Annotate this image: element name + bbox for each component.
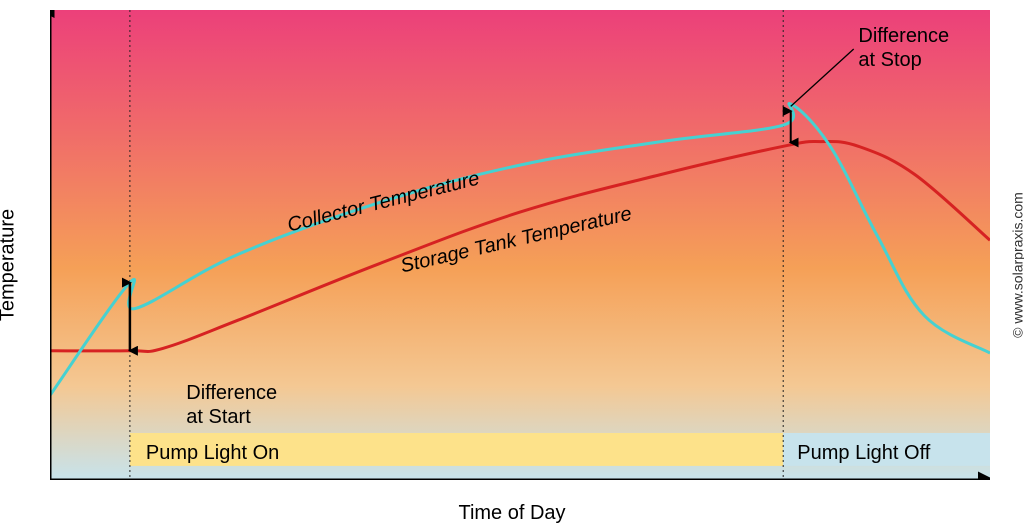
y-axis-label: Temperature bbox=[0, 208, 20, 320]
chart-container: Collector Temperature Storage Tank Tempe… bbox=[50, 10, 990, 480]
pump-on-label: Pump Light On bbox=[146, 442, 279, 465]
copyright-label: © www.solarpraxis.com bbox=[1010, 192, 1024, 338]
diff-start-l1: Difference bbox=[186, 382, 277, 404]
pump-off-label: Pump Light Off bbox=[797, 442, 930, 465]
diff-start-label: Difference at Start bbox=[186, 381, 277, 429]
diff-stop-l2: at Stop bbox=[858, 49, 921, 71]
diff-stop-l1: Difference bbox=[858, 25, 949, 47]
x-axis-label: Time of Day bbox=[458, 502, 565, 525]
diff-stop-label: Difference at Stop bbox=[858, 24, 949, 72]
diff-start-l2: at Start bbox=[186, 406, 250, 428]
